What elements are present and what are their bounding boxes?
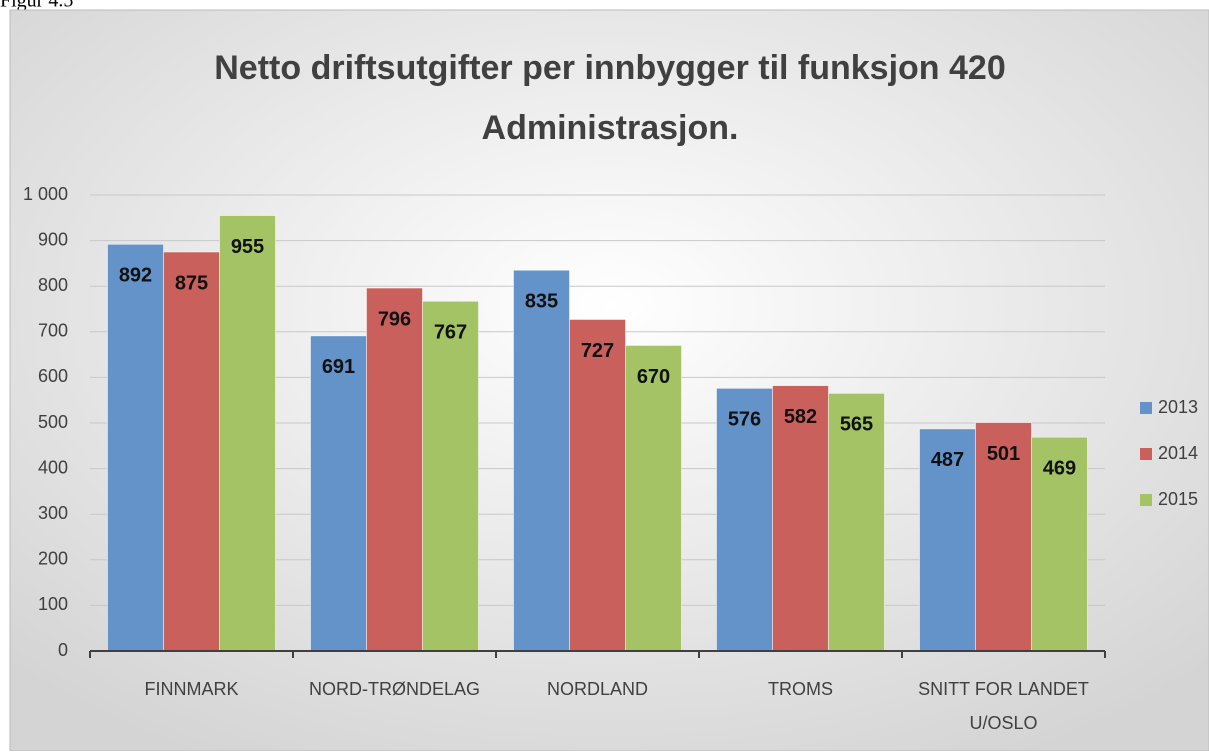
bar [107, 243, 164, 652]
bar [975, 422, 1032, 652]
data-label: 501 [987, 443, 1020, 465]
y-tick-label: 500 [38, 412, 68, 432]
data-label: 565 [840, 414, 873, 436]
bar [163, 251, 220, 652]
y-tick-label: 300 [38, 503, 68, 523]
y-tick-label: 0 [58, 640, 68, 660]
y-tick-label: 100 [38, 594, 68, 614]
legend-label: 2014 [1158, 443, 1198, 463]
data-label: 796 [378, 308, 411, 330]
caption: Figur 4.5 [0, 0, 73, 12]
data-label: 576 [728, 409, 761, 431]
bar [366, 287, 423, 652]
data-label: 670 [637, 366, 670, 388]
bar [422, 300, 479, 652]
x-tick-label: FINNMARK [145, 679, 239, 699]
data-label: 469 [1043, 457, 1076, 479]
bar [772, 385, 829, 652]
bar [219, 215, 276, 652]
data-label: 767 [434, 322, 467, 344]
y-tick-label: 900 [38, 229, 68, 249]
data-label: 487 [931, 449, 964, 471]
x-tick-label: NORDLAND [547, 679, 648, 699]
legend-swatch [1140, 402, 1152, 414]
bar [513, 269, 570, 652]
chart-title: Administrasjon. [482, 109, 739, 147]
data-label: 835 [525, 291, 558, 313]
data-label: 582 [784, 406, 817, 428]
bar [569, 319, 626, 652]
data-label: 955 [231, 236, 264, 258]
y-tick-label: 1 000 [23, 184, 68, 204]
data-label: 691 [322, 356, 355, 378]
bar [716, 388, 773, 652]
data-label: 892 [119, 265, 152, 287]
y-tick-label: 400 [38, 457, 68, 477]
y-tick-label: 800 [38, 275, 68, 295]
x-tick-label: NORD-TRØNDELAG [309, 679, 480, 699]
bar [310, 335, 367, 652]
legend-label: 2015 [1158, 489, 1198, 509]
bar [828, 393, 885, 652]
y-tick-label: 700 [38, 321, 68, 341]
data-label: 875 [175, 272, 208, 294]
y-tick-label: 600 [38, 366, 68, 386]
x-tick-label: TROMS [768, 679, 833, 699]
chart-title: Netto driftsutgifter per innbygger til f… [214, 49, 1006, 87]
legend-swatch [1140, 448, 1152, 460]
legend-swatch [1140, 494, 1152, 506]
legend-label: 2013 [1158, 397, 1198, 417]
bar [1031, 436, 1088, 652]
y-tick-label: 200 [38, 549, 68, 569]
data-label: 727 [581, 340, 614, 362]
bar [625, 345, 682, 652]
x-tick-label: SNITT FOR LANDET U/OSLO [918, 679, 1089, 733]
bar [919, 428, 976, 652]
